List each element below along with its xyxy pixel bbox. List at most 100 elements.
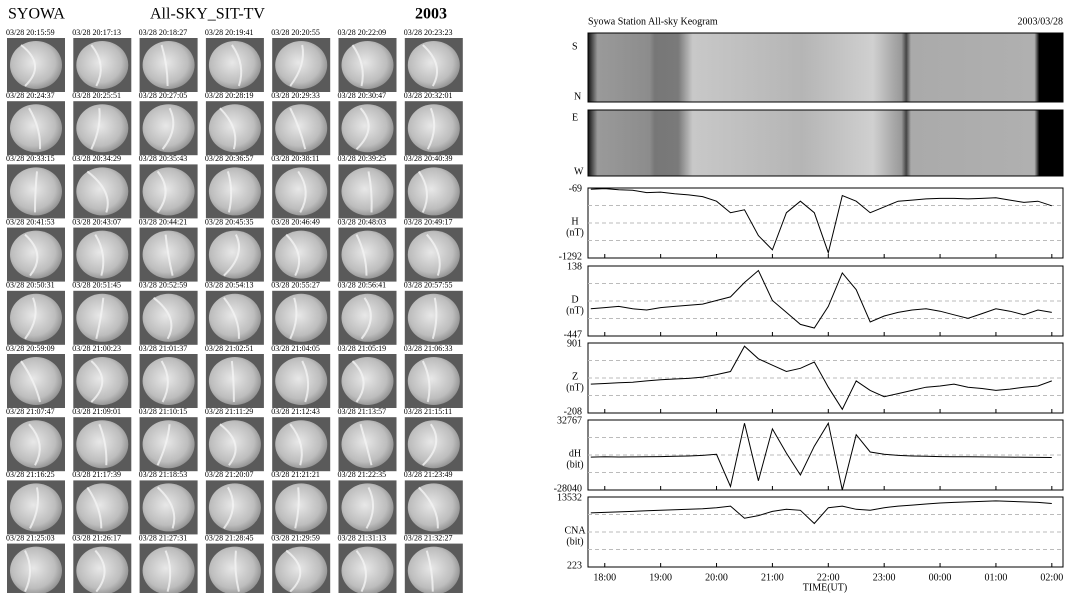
frame-time: 03/28 21:15:11 [404,407,452,416]
panel-name: H [571,216,578,227]
aurora-arc [234,550,240,592]
frame-time: 03/28 20:19:41 [205,28,254,37]
aurora-arc [285,549,302,593]
aurora-arc [285,233,301,277]
aurora-arc [94,234,105,276]
sky-disk [341,230,394,279]
frame-time: 03/28 21:18:53 [139,470,188,479]
aurora-arc [289,297,298,340]
frame-time: 03/28 20:36:57 [205,154,254,163]
frame-time: 03/28 20:20:55 [271,28,320,37]
aurora-arc [28,423,41,466]
keogram-label: E [572,112,578,123]
frame-time: 03/28 21:01:37 [139,344,188,353]
allsky-title: All-SKY_SIT-TV [150,6,265,23]
keogram-label: S [572,41,578,52]
keogram-label: N [574,91,581,102]
sky-disk [10,420,62,469]
frame-time: 03/28 21:06:33 [404,344,453,353]
frame-time: 03/28 20:49:17 [404,217,453,226]
frame-time: 03/28 21:17:39 [72,470,121,479]
x-tick-label: 23:00 [873,572,896,583]
aurora-arc [90,108,101,150]
panel-name: Z [572,371,578,382]
aurora-arc [160,360,169,403]
y-max-label: -69 [569,183,582,194]
sky-disk [275,357,328,405]
frame-time: 03/28 21:13:57 [338,407,387,416]
aurora-arc [301,360,310,403]
aurora-arc [20,360,41,403]
aurora-arc [359,423,373,466]
frame-time: 03/28 21:04:05 [271,344,320,353]
keogram-ns [587,32,1064,103]
frame-time: 03/28 20:48:03 [338,217,387,226]
x-tick-label: 00:00 [929,572,952,583]
aurora-arc [24,550,31,593]
aurora-arc [365,486,374,529]
panel-name: dH [569,448,581,459]
aurora-arc [98,423,108,466]
frame-time: 03/28 21:32:27 [404,533,453,542]
frame-time: 03/28 20:41:53 [6,217,55,226]
aurora-arc [34,171,38,213]
frame-time: 03/28 20:33:15 [6,154,55,163]
frame-time: 03/28 20:27:05 [139,91,188,100]
frame-time: 03/28 21:29:59 [271,533,320,542]
sky-disk [208,41,261,89]
y-max-label: 32767 [557,415,582,426]
aurora-arc [289,107,307,150]
sky-disk [341,420,394,469]
sky-disk [10,104,62,153]
aurora-arc [289,44,304,87]
aurora-arc [351,44,364,87]
frame-time: 03/28 21:11:29 [205,407,253,416]
aurora-arc [90,44,102,87]
aurora-arc [164,234,174,276]
y-max-label: 13532 [557,492,582,503]
aurora-arc [156,170,167,214]
aurora-arc [425,550,434,592]
aurora-arc [230,360,235,403]
panel-unit: (nT) [566,305,584,316]
frame-time: 03/28 21:12:43 [271,407,320,416]
aurora-arc [219,423,237,466]
sky-disk [275,293,328,342]
aurora-arc [289,423,303,466]
aurora-arc [156,486,176,529]
sky-disk [341,293,394,342]
frame-time: 03/28 20:23:23 [404,28,453,37]
trace [590,188,1052,255]
frame-time: 03/28 20:55:27 [271,281,320,290]
y-max-label: 138 [567,261,582,272]
frame-time: 03/28 20:34:29 [72,154,121,163]
aurora-arc [223,297,240,339]
aurora-arc [431,297,438,340]
x-tick-label: 01:00 [985,572,1008,583]
frame-time: 03/28 21:28:45 [205,533,254,542]
aurora-arc [90,360,104,403]
aurora-arc [294,487,300,529]
frame-time: 03/28 21:23:49 [404,470,453,479]
frame-time: 03/28 21:05:19 [338,344,387,353]
sky-disk [10,483,62,532]
sky-disk [10,546,62,593]
frame-time: 03/28 20:46:49 [271,217,320,226]
sky-disk [142,483,195,532]
aurora-arc [223,234,240,277]
frame-time: 03/28 20:38:11 [271,154,319,163]
frame-time: 03/28 21:16:25 [6,470,55,479]
sky-disk [341,357,394,405]
frame-time: 03/28 20:44:21 [139,217,188,226]
aurora-arc [426,107,436,150]
panel-unit: (bit) [566,459,583,470]
aurora-arc [86,170,109,213]
sky-disk [407,41,460,89]
aurora-arc [418,486,439,529]
sky-disk [142,293,195,342]
sky-disk [208,230,261,279]
sky-disk [76,483,129,532]
aurora-arc [28,107,42,150]
aurora-arc [24,297,37,340]
